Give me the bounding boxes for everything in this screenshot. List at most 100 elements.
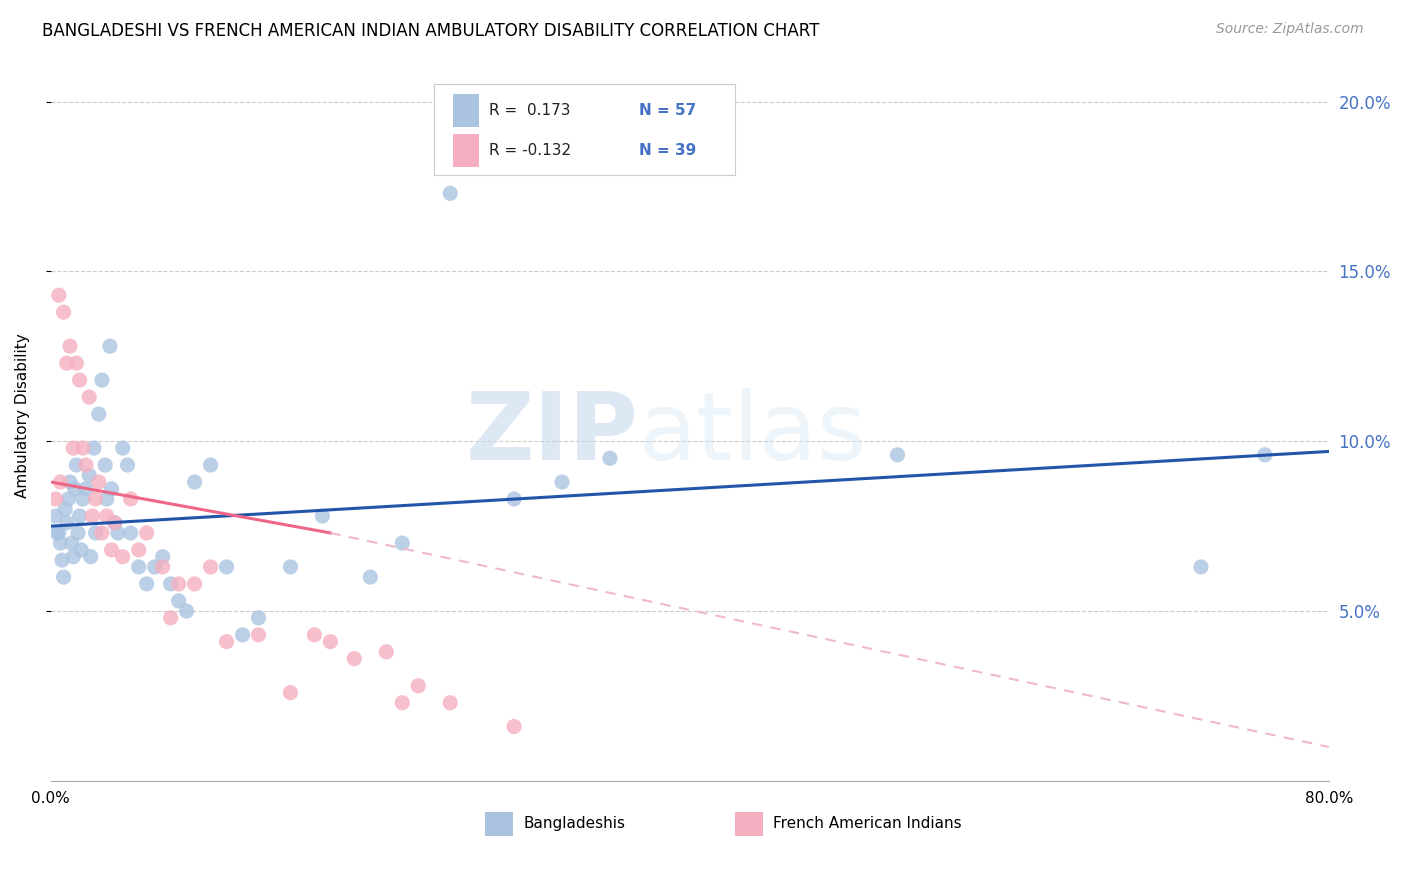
Point <box>128 560 150 574</box>
Text: R = -0.132: R = -0.132 <box>489 143 571 158</box>
Point <box>183 475 205 489</box>
Point <box>100 543 122 558</box>
Point <box>319 634 342 648</box>
Point <box>599 451 621 466</box>
Point <box>52 305 75 319</box>
Point <box>311 508 333 523</box>
Point <box>83 441 105 455</box>
Point <box>84 525 107 540</box>
Point <box>53 502 76 516</box>
Text: Bangladeshis: Bangladeshis <box>523 816 626 831</box>
Point <box>200 458 222 472</box>
Point <box>280 560 302 574</box>
Point <box>503 720 526 734</box>
Point <box>49 475 72 489</box>
Text: R =  0.173: R = 0.173 <box>489 103 571 119</box>
FancyBboxPatch shape <box>434 84 734 175</box>
Point <box>77 390 100 404</box>
Point <box>48 288 70 302</box>
Point <box>51 553 73 567</box>
Point <box>100 482 122 496</box>
Point <box>304 628 326 642</box>
Point <box>75 482 97 496</box>
Point <box>231 628 253 642</box>
Point <box>391 696 413 710</box>
Point <box>63 482 86 496</box>
Point <box>439 186 461 201</box>
Y-axis label: Ambulatory Disability: Ambulatory Disability <box>15 334 30 498</box>
Point <box>107 525 129 540</box>
Point <box>159 577 181 591</box>
Point <box>87 475 110 489</box>
Point <box>72 491 94 506</box>
Point <box>280 685 302 699</box>
Point <box>56 516 79 530</box>
Point <box>391 536 413 550</box>
Point <box>58 491 80 506</box>
Point <box>247 628 270 642</box>
Point <box>104 516 127 530</box>
Point <box>152 560 174 574</box>
Point <box>96 508 118 523</box>
Point <box>117 458 139 472</box>
Point <box>406 679 429 693</box>
Point <box>84 491 107 506</box>
Text: French American Indians: French American Indians <box>773 816 962 831</box>
Point <box>215 560 238 574</box>
Point <box>96 491 118 506</box>
Point <box>48 525 70 540</box>
Point <box>167 577 190 591</box>
Point <box>439 696 461 710</box>
Point <box>120 525 142 540</box>
Point <box>56 356 79 370</box>
Point <box>375 645 398 659</box>
Point <box>59 475 82 489</box>
FancyBboxPatch shape <box>453 134 479 167</box>
Point <box>45 491 67 506</box>
Point <box>82 508 104 523</box>
Point <box>1254 448 1277 462</box>
Point <box>69 508 91 523</box>
Point <box>200 560 222 574</box>
Point <box>551 475 574 489</box>
Point <box>66 525 89 540</box>
Point <box>167 594 190 608</box>
Text: Source: ZipAtlas.com: Source: ZipAtlas.com <box>1216 22 1364 37</box>
Point <box>94 458 117 472</box>
Text: N = 39: N = 39 <box>638 143 696 158</box>
Point <box>80 549 103 564</box>
FancyBboxPatch shape <box>485 812 513 836</box>
Point <box>247 611 270 625</box>
Point <box>77 468 100 483</box>
Point <box>62 549 84 564</box>
Point <box>176 604 198 618</box>
Point <box>65 458 87 472</box>
Point <box>159 611 181 625</box>
Point <box>75 458 97 472</box>
Point <box>135 525 157 540</box>
Point <box>215 634 238 648</box>
Point <box>46 525 69 540</box>
Point <box>120 491 142 506</box>
Point <box>69 373 91 387</box>
Point <box>60 536 83 550</box>
Point <box>45 508 67 523</box>
Point <box>62 441 84 455</box>
Point <box>152 549 174 564</box>
Point <box>183 577 205 591</box>
Point <box>52 570 75 584</box>
Point <box>49 536 72 550</box>
Point <box>135 577 157 591</box>
Point <box>343 651 366 665</box>
Point <box>65 356 87 370</box>
Point <box>143 560 166 574</box>
Point <box>1189 560 1212 574</box>
Point <box>503 491 526 506</box>
Point <box>359 570 381 584</box>
Text: BANGLADESHI VS FRENCH AMERICAN INDIAN AMBULATORY DISABILITY CORRELATION CHART: BANGLADESHI VS FRENCH AMERICAN INDIAN AM… <box>42 22 820 40</box>
Point <box>91 525 114 540</box>
Text: ZIP: ZIP <box>465 388 638 480</box>
Point <box>111 549 134 564</box>
Point <box>91 373 114 387</box>
FancyBboxPatch shape <box>453 95 479 128</box>
